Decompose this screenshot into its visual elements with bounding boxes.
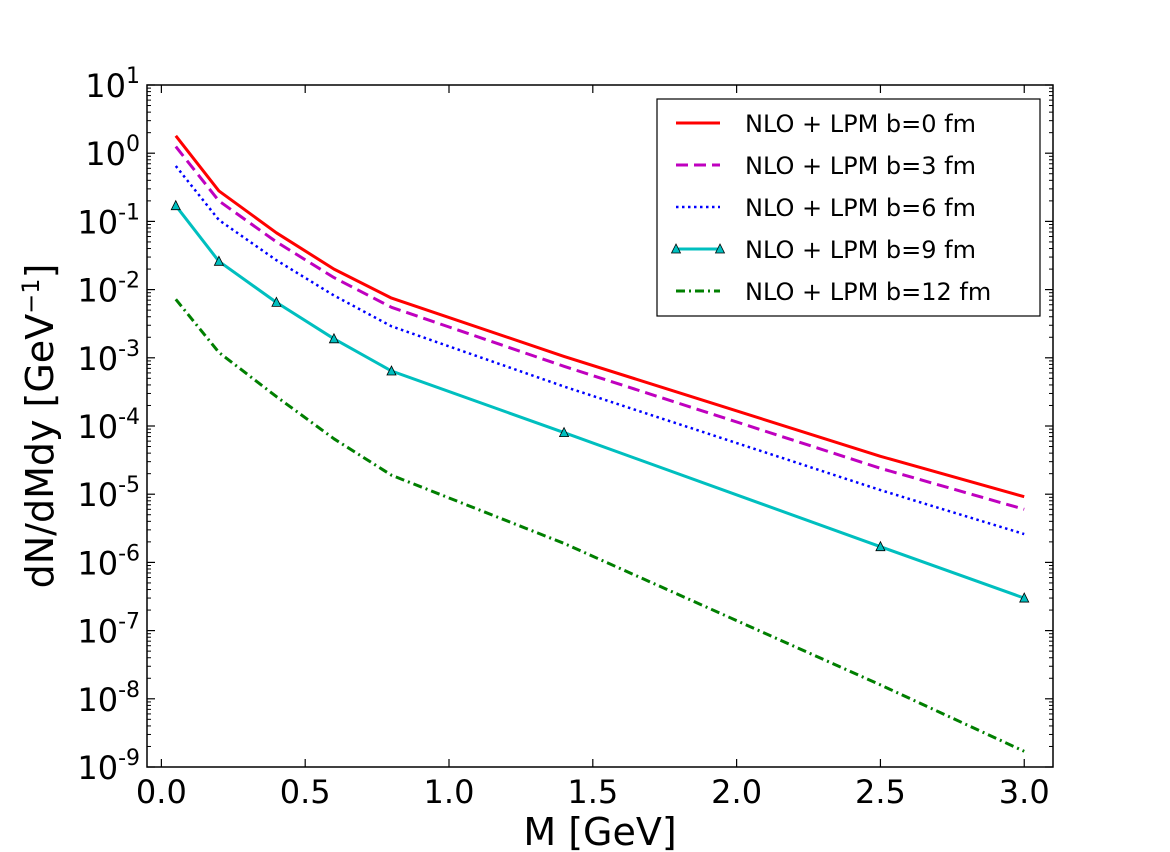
x-axis-label: M [GeV] — [523, 810, 676, 852]
legend: NLO + LPM b=0 fm NLO + LPM b=3 fm NLO + LP… — [656, 98, 1041, 317]
legend-marker-3 — [714, 243, 726, 254]
y-tick-label-exponent: -3 — [118, 337, 140, 362]
x-tick-label: 3.0 — [999, 773, 1050, 811]
legend-label-1: NLO + LPM b=3 fm — [745, 152, 976, 180]
y-tick-label-exponent: 0 — [126, 132, 140, 157]
y-axis-label-sup: −1 — [17, 278, 45, 313]
y-tick-label-exponent: -5 — [118, 473, 140, 498]
legend-label-0: NLO + LPM b=0 fm — [745, 110, 976, 138]
y-axis-label-close: ] — [18, 264, 62, 279]
series-line-4 — [174, 298, 1025, 753]
y-tick-label-exponent: -9 — [118, 746, 140, 771]
y-tick-label-base: 10 — [77, 340, 118, 378]
x-tick-label: 1.0 — [424, 773, 475, 811]
y-tick-labels: 10110010-110-210-310-410-510-610-710-810… — [77, 64, 140, 787]
x-tick-label: 0.0 — [136, 773, 187, 811]
x-tick-label: 0.5 — [280, 773, 331, 811]
y-tick-label-exponent: 1 — [126, 64, 140, 89]
y-tick-label-base: 10 — [77, 203, 118, 241]
series-line-3 — [174, 204, 1025, 600]
legend-label-2: NLO + LPM b=6 fm — [745, 194, 976, 222]
legend-marker-3 — [670, 243, 682, 254]
y-tick-label-base: 10 — [77, 749, 118, 787]
y-tick-label-base: 10 — [77, 544, 118, 582]
series-line-1 — [174, 145, 1025, 511]
y-tick-label: 100 — [85, 132, 140, 173]
series-marker-3 — [213, 255, 225, 266]
y-tick-label-exponent: -2 — [118, 269, 140, 294]
x-tick-label: 1.5 — [567, 773, 618, 811]
plot-frame — [146, 84, 1054, 768]
series-layer — [170, 134, 1030, 753]
y-axis-label: dN/dMdy [GeV−1] — [17, 264, 62, 589]
legend-label-3: NLO + LPM b=9 fm — [745, 236, 976, 264]
y-tick-label: 10-2 — [77, 269, 140, 310]
y-tick-label: 10-7 — [77, 610, 140, 651]
series-marker-3 — [1019, 592, 1030, 603]
y-tick-label: 10-4 — [77, 405, 140, 446]
series-line-0 — [174, 134, 1025, 499]
y-tick-label-exponent: -6 — [118, 541, 140, 566]
y-tick-label: 101 — [85, 64, 140, 105]
y-tick-label-base: 10 — [77, 272, 118, 310]
y-tick-label-exponent: -8 — [118, 678, 140, 703]
series-marker-3 — [558, 426, 570, 438]
y-tick-label-base: 10 — [77, 613, 118, 651]
legend-label-4: NLO + LPM b=12 fm — [745, 278, 991, 306]
x-tick-label: 2.5 — [855, 773, 906, 811]
series-marker-3 — [386, 365, 397, 376]
y-tick-label: 10-1 — [77, 200, 140, 241]
y-tick-label: 10-3 — [77, 337, 140, 378]
y-axis-label-main: dN/dMdy [GeV — [18, 314, 62, 589]
y-tick-label-base: 10 — [85, 135, 126, 173]
y-tick-label-base: 10 — [85, 67, 126, 105]
y-tick-label: 10-5 — [77, 473, 140, 514]
y-tick-label: 10-6 — [77, 541, 140, 582]
y-tick-label-exponent: -1 — [118, 200, 140, 225]
series-marker-3 — [875, 540, 886, 552]
y-tick-label: 10-9 — [77, 746, 140, 787]
y-tick-label-base: 10 — [77, 408, 118, 446]
y-tick-label-base: 10 — [77, 681, 118, 719]
x-tick-label: 2.0 — [711, 773, 762, 811]
y-tick-label-base: 10 — [77, 476, 118, 514]
series-marker-3 — [271, 296, 282, 307]
y-tick-label: 10-8 — [77, 678, 140, 719]
y-tick-label-exponent: -4 — [118, 405, 140, 430]
x-tick-labels: 0.0 0.5 1.0 1.5 2.0 2.5 3.0 — [136, 773, 1050, 811]
series-marker-3 — [328, 332, 340, 344]
legend-box — [656, 98, 1041, 317]
series-line-2 — [174, 165, 1025, 536]
series-marker-3 — [170, 199, 181, 211]
y-tick-label-exponent: -7 — [118, 610, 140, 635]
